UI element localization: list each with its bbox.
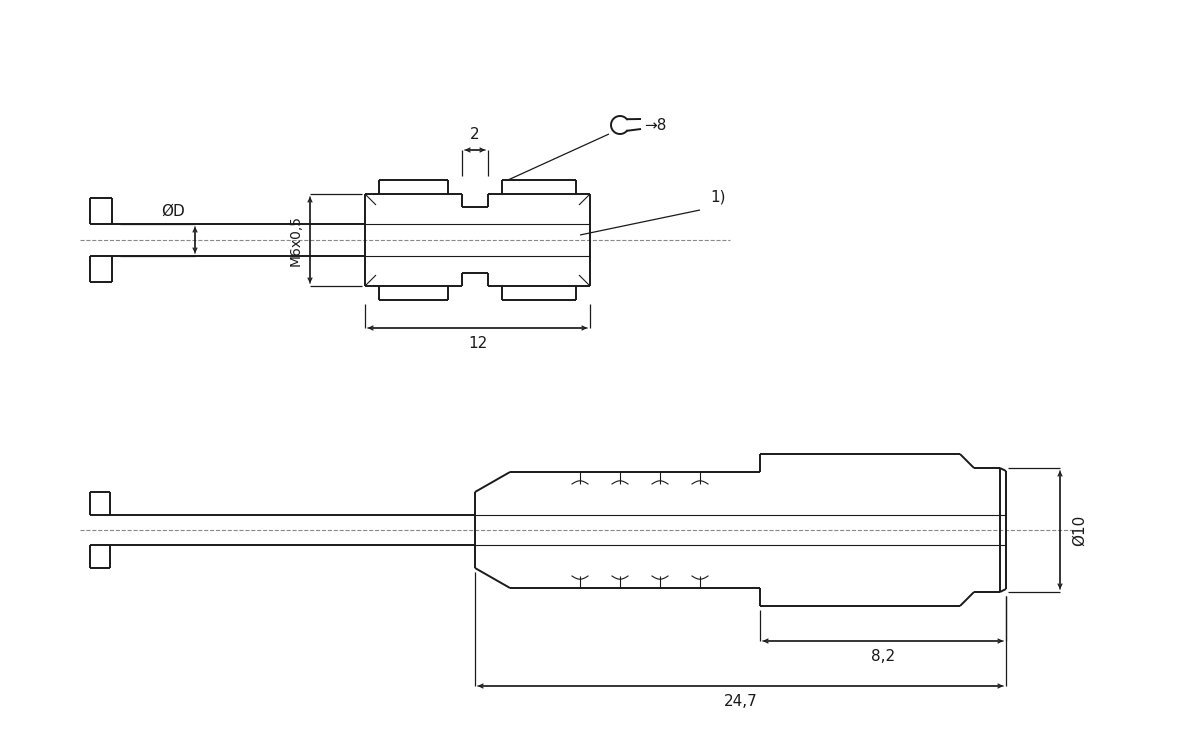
Text: 8,2: 8,2 xyxy=(871,649,895,664)
Text: 24,7: 24,7 xyxy=(724,694,757,709)
Text: ØD: ØD xyxy=(161,204,185,219)
Text: 12: 12 xyxy=(468,336,487,351)
Text: M6x0,5: M6x0,5 xyxy=(289,215,302,265)
Text: →8: →8 xyxy=(644,117,666,132)
Text: 1): 1) xyxy=(710,190,726,205)
Text: Ø10: Ø10 xyxy=(1072,514,1087,545)
Text: 2: 2 xyxy=(470,127,480,142)
